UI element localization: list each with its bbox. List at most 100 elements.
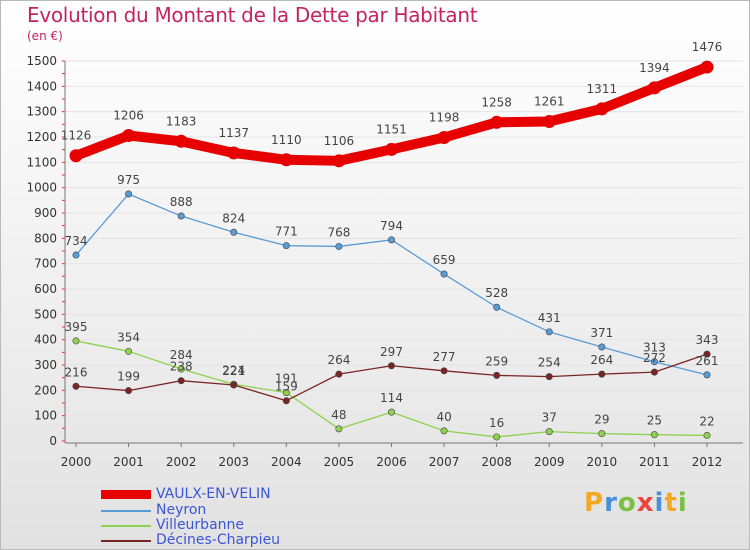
data-label-3: 199 <box>117 370 140 384</box>
x-tick-label: 2011 <box>639 455 670 469</box>
data-point-1 <box>230 228 238 236</box>
data-point-0 <box>174 134 188 148</box>
data-point-1 <box>282 242 290 250</box>
data-point-3 <box>545 373 553 381</box>
data-label-1: 794 <box>380 219 403 233</box>
data-label-2: 354 <box>117 330 140 344</box>
data-point-1 <box>440 270 448 278</box>
data-label-0: 1206 <box>113 108 144 122</box>
data-point-0 <box>69 149 83 163</box>
data-label-1: 888 <box>170 195 193 209</box>
proxiti-logo: Proxiti <box>584 488 688 518</box>
x-tick-label: 2005 <box>324 455 355 469</box>
data-label-1: 734 <box>65 234 88 248</box>
data-label-0: 1476 <box>692 40 723 54</box>
y-tick-label: 1100 <box>26 155 57 169</box>
data-point-3 <box>387 362 395 370</box>
data-point-1 <box>177 212 185 220</box>
data-point-1 <box>72 251 80 259</box>
data-label-1: 371 <box>590 326 613 340</box>
data-label-2: 191 <box>275 372 298 386</box>
legend-label-vaulx: VAULX-EN-VELIN <box>156 486 271 502</box>
legend-label-decines: Décines-Charpieu <box>156 532 281 548</box>
data-label-3: 221 <box>222 364 245 378</box>
data-label-2: 37 <box>542 411 557 425</box>
x-tick-label: 2006 <box>376 455 407 469</box>
data-point-0 <box>647 81 661 95</box>
data-label-2: 395 <box>65 320 88 334</box>
logo-letter: o <box>617 488 637 518</box>
x-tick-label: 2009 <box>534 455 565 469</box>
data-point-0 <box>227 146 241 160</box>
data-label-3: 254 <box>538 356 561 370</box>
x-tick-label: 2002 <box>166 455 197 469</box>
data-point-0 <box>332 154 346 168</box>
x-tick-label: 2001 <box>113 455 144 469</box>
data-point-3 <box>230 381 238 389</box>
data-point-0 <box>122 128 136 142</box>
data-point-1 <box>598 343 606 351</box>
data-label-0: 1258 <box>481 95 512 109</box>
data-point-2 <box>72 337 80 345</box>
data-point-2 <box>493 433 501 441</box>
legend-item-neyron: Neyron <box>101 502 361 520</box>
legend-label-neyron: Neyron <box>156 502 207 518</box>
data-point-2 <box>440 427 448 435</box>
data-point-3 <box>703 350 711 358</box>
data-point-2 <box>282 389 290 397</box>
chart-unit-label: (en €) <box>27 29 63 43</box>
x-tick-label: 2010 <box>587 455 618 469</box>
legend-swatch-decines <box>101 540 151 542</box>
logo-letter: x <box>636 488 655 518</box>
legend-swatch-neyron <box>101 510 151 512</box>
data-label-1: 313 <box>643 341 666 355</box>
legend-label-villeurbanne: Villeurbanne <box>156 517 245 533</box>
y-tick-label: 700 <box>34 257 57 271</box>
legend-swatch-villeurbanne <box>101 525 151 527</box>
data-point-0 <box>490 115 504 129</box>
data-label-1: 261 <box>696 354 719 368</box>
y-tick-label: 1400 <box>26 79 57 93</box>
data-point-1 <box>387 236 395 244</box>
data-label-3: 272 <box>643 351 666 365</box>
data-point-2 <box>703 431 711 439</box>
legend-item-villeurbanne: Villeurbanne <box>101 517 361 535</box>
y-tick-label: 400 <box>34 333 57 347</box>
data-label-3: 159 <box>275 380 298 394</box>
data-point-0 <box>385 142 398 156</box>
data-point-2 <box>598 430 606 438</box>
y-tick-label: 900 <box>34 206 57 220</box>
data-label-3: 343 <box>696 333 719 347</box>
data-point-0 <box>542 115 556 129</box>
data-label-1: 975 <box>117 173 140 187</box>
data-label-3: 297 <box>380 345 403 359</box>
x-tick-label: 2004 <box>271 455 302 469</box>
data-label-0: 1311 <box>587 82 618 96</box>
x-tick-label: 2008 <box>481 455 512 469</box>
logo-letter: P <box>584 488 605 518</box>
data-label-2: 29 <box>594 413 609 427</box>
data-label-1: 659 <box>433 253 456 267</box>
data-point-2 <box>545 428 553 436</box>
data-label-1: 528 <box>485 286 508 300</box>
data-point-3 <box>440 367 448 375</box>
legend-item-decines: Décines-Charpieu <box>101 532 361 549</box>
data-label-2: 16 <box>489 416 504 430</box>
logo-letter: t <box>664 488 678 518</box>
data-point-3 <box>598 370 606 378</box>
data-label-2: 284 <box>170 348 193 362</box>
data-point-3 <box>125 387 133 395</box>
data-label-2: 25 <box>647 414 662 428</box>
data-point-1 <box>335 242 343 250</box>
data-label-1: 771 <box>275 225 298 239</box>
data-label-0: 1137 <box>218 126 249 140</box>
legend-swatch-vaulx <box>101 490 151 499</box>
data-label-1: 768 <box>327 225 350 239</box>
data-point-0 <box>279 153 293 167</box>
y-tick-label: 200 <box>34 383 57 397</box>
data-point-1 <box>703 371 711 379</box>
data-point-3 <box>650 368 658 376</box>
logo-letter: r <box>604 488 618 518</box>
data-point-2 <box>335 425 343 433</box>
